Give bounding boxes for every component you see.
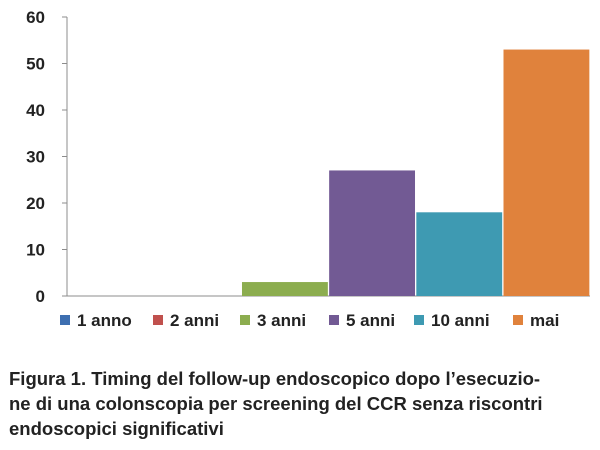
bar-5-anni	[329, 170, 416, 296]
bar-10-anni	[416, 212, 503, 296]
legend-label: mai	[530, 311, 559, 330]
figure-caption: Figura 1. Timing del follow-up endoscopi…	[9, 366, 594, 441]
chart-legend: 1 anno 2 anni 3 anni 5 anni 10 anni mai	[60, 311, 559, 330]
legend-swatch	[240, 315, 250, 325]
legend-swatch	[60, 315, 70, 325]
bar-chart: 0 10 20 30 40 50 60 1 anno 2 anni 3 anni 5 anni 10…	[26, 8, 590, 330]
legend-swatch	[414, 315, 424, 325]
legend-label: 10 anni	[431, 311, 490, 330]
bar-mai	[503, 49, 590, 296]
chart-axes	[62, 16, 590, 297]
legend-label: 5 anni	[346, 311, 395, 330]
chart-svg: 0 10 20 30 40 50 60 1 anno 2 anni 3 anni 5 anni 10…	[26, 8, 590, 330]
y-tick-labels: 0 10 20 30 40 50 60	[26, 8, 45, 306]
y-tick-label: 50	[26, 55, 45, 74]
y-tick-label: 0	[36, 287, 45, 306]
legend-label: 3 anni	[257, 311, 306, 330]
caption-line-3: endoscopici significativi	[9, 418, 224, 439]
y-tick-label: 40	[26, 101, 45, 120]
y-tick-label: 60	[26, 8, 45, 27]
legend-swatch	[153, 315, 163, 325]
bar-3-anni	[241, 282, 328, 296]
caption-line-1: Figura 1. Timing del follow-up endoscopi…	[9, 368, 541, 389]
legend-swatch	[329, 315, 339, 325]
legend-label: 1 anno	[77, 311, 132, 330]
y-tick-label: 20	[26, 194, 45, 213]
chart-bars	[241, 49, 590, 296]
legend-label: 2 anni	[170, 311, 219, 330]
caption-line-2: ne di una colonscopia per screening del …	[9, 393, 543, 414]
y-tick-label: 30	[26, 148, 45, 167]
legend-swatch	[513, 315, 523, 325]
y-tick-label: 10	[26, 241, 45, 260]
